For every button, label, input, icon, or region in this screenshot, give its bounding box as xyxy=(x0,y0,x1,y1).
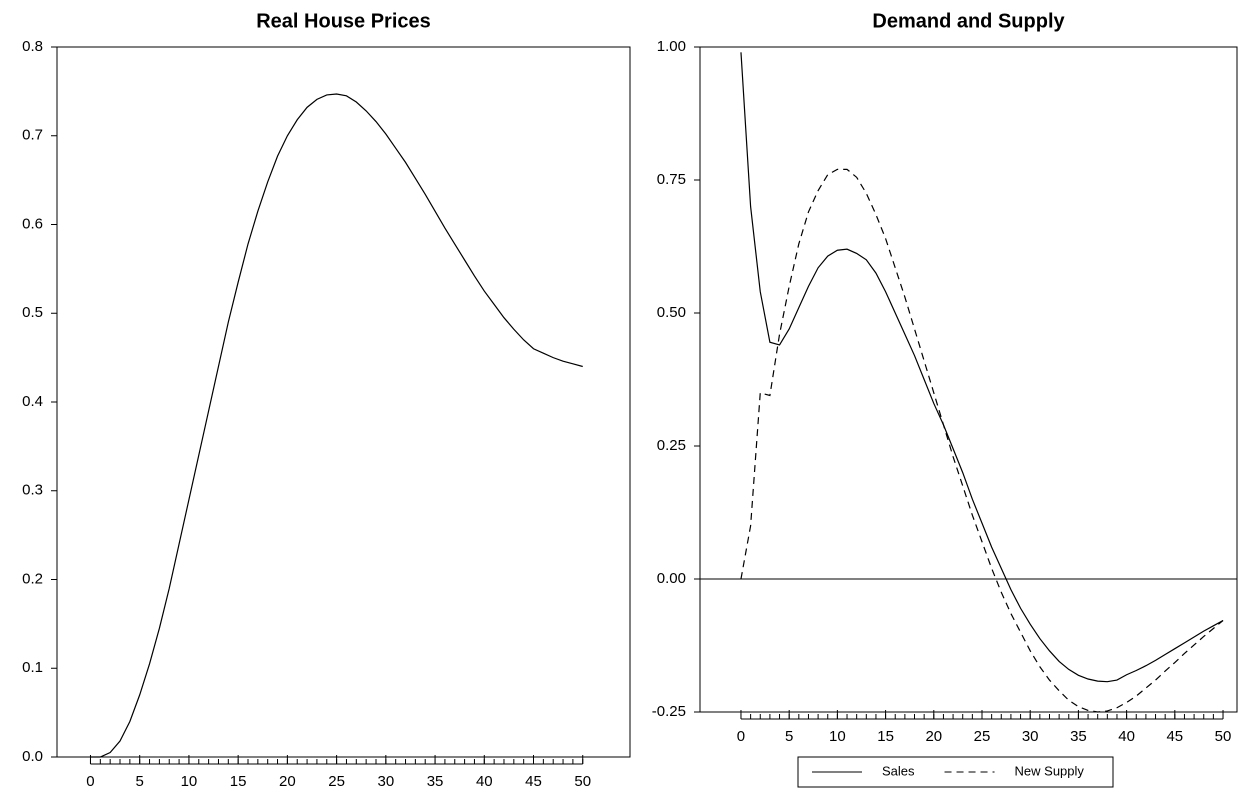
y-tick-label: -0.25 xyxy=(652,703,686,720)
y-tick-label: 0.8 xyxy=(22,38,43,55)
x-tick-label: 50 xyxy=(1215,728,1232,745)
x-tick-label: 45 xyxy=(1166,728,1183,745)
x-tick-label: 40 xyxy=(476,773,493,790)
x-tick-label: 45 xyxy=(525,773,542,790)
chart: Real House Prices 0.0 0.1 0.2 0.3 0.4 0.5 0.6 0.… xyxy=(22,10,631,790)
x-tick-label: 15 xyxy=(230,773,247,790)
plot-frame xyxy=(56,46,631,758)
x-tick-label: 25 xyxy=(328,773,345,790)
y-tick-label: 0.00 xyxy=(657,570,686,587)
series-line xyxy=(90,93,583,758)
y-tick-label: 0.7 xyxy=(22,127,43,144)
x-tick-label: 15 xyxy=(877,728,894,745)
y-tick-label: 0.5 xyxy=(22,304,43,321)
series-line xyxy=(740,52,1224,683)
chart: Demand and Supply 1.00 0.75 0.50 0.25 0.00 -0.… xyxy=(652,10,1238,788)
x-tick-label: 30 xyxy=(1022,728,1039,745)
y-tick-label: 0.25 xyxy=(657,437,686,454)
y-tick-label: 0.1 xyxy=(22,659,43,676)
x-tick-label: 25 xyxy=(974,728,991,745)
series-line xyxy=(740,168,1224,713)
y-tick-label: 0.3 xyxy=(22,482,43,499)
y-tick-label: 0.4 xyxy=(22,393,43,410)
x-tick-label: 5 xyxy=(785,728,793,745)
x-tick-label: 50 xyxy=(574,773,591,790)
y-tick-label: 0.2 xyxy=(22,570,43,587)
y-tick-label: 1.00 xyxy=(657,38,686,55)
x-tick-label: 20 xyxy=(925,728,942,745)
x-tick-label: 35 xyxy=(1070,728,1087,745)
y-tick-label: 0.6 xyxy=(22,215,43,232)
x-tick-label: 5 xyxy=(136,773,144,790)
chart-title: Demand and Supply xyxy=(872,10,1065,32)
x-tick-label: 35 xyxy=(427,773,444,790)
plot-frame xyxy=(699,46,1238,713)
x-tick-label: 0 xyxy=(86,773,94,790)
chart-title: Real House Prices xyxy=(256,10,431,32)
legend-label: Sales xyxy=(882,763,915,778)
x-tick-label: 0 xyxy=(737,728,745,745)
y-tick-label: 0.0 xyxy=(22,748,43,765)
x-tick-label: 30 xyxy=(377,773,394,790)
y-tick-label: 0.50 xyxy=(657,304,686,321)
x-tick-label: 10 xyxy=(829,728,846,745)
x-tick-label: 10 xyxy=(181,773,198,790)
y-tick-label: 0.75 xyxy=(657,171,686,188)
x-tick-label: 40 xyxy=(1118,728,1135,745)
x-tick-label: 20 xyxy=(279,773,296,790)
legend-label: New Supply xyxy=(1015,763,1085,778)
